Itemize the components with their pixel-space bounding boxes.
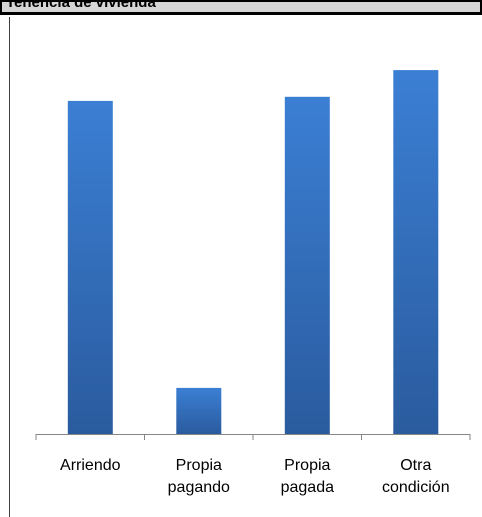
bars-layer: [67, 70, 439, 435]
x-tick-label: Propia pagada: [281, 457, 334, 496]
chart-title: Tenencia de vivienda: [6, 0, 156, 11]
x-tick-label: Propia pagando: [168, 457, 230, 496]
x-tick-label: Arriendo: [60, 457, 121, 474]
title-strip: Tenencia de vivienda: [0, 0, 482, 15]
x-tick-label: Otra condición: [382, 457, 450, 496]
bar-propia-pagando: [176, 387, 222, 434]
bar-otra-condicin: [393, 70, 439, 434]
plot-area-border: [9, 17, 481, 517]
bar-propia-pagada: [284, 96, 330, 435]
x-tick-labels: Arriendo Propia pagando Propia pagada Otra con…: [60, 457, 450, 496]
x-axis: [35, 434, 471, 440]
bar-arriendo: [67, 100, 113, 435]
